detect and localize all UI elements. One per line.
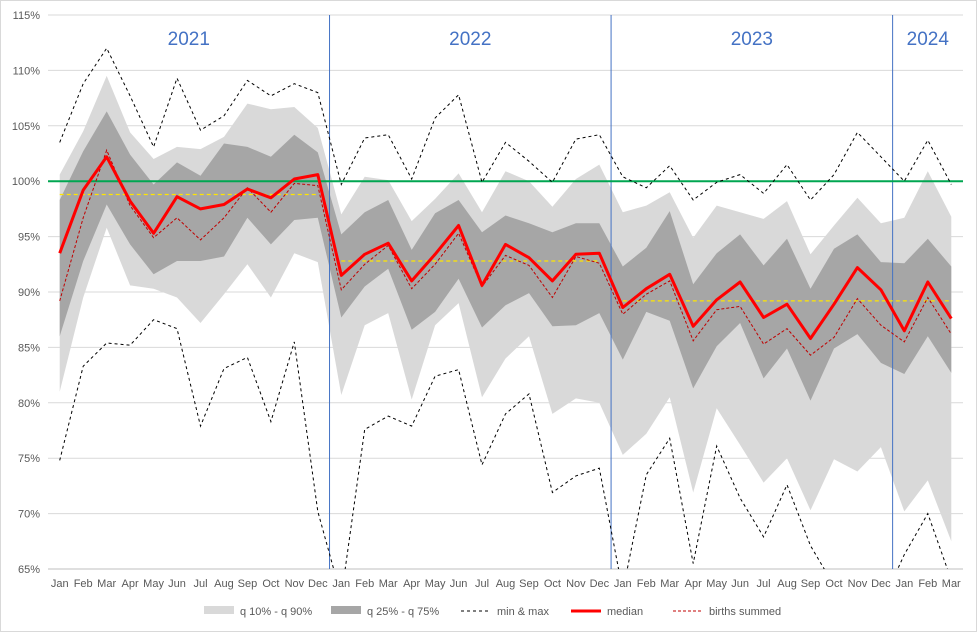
y-tick-label: 70% — [18, 509, 40, 521]
year-label: 2023 — [731, 29, 773, 50]
x-tick-label: Oct — [825, 578, 842, 590]
x-tick-label: Oct — [544, 578, 561, 590]
x-tick-label: Jul — [475, 578, 489, 590]
x-tick-label: Jan — [51, 578, 69, 590]
x-tick-label: Feb — [918, 578, 937, 590]
x-tick-label: Dec — [590, 578, 610, 590]
year-label: 2022 — [449, 29, 491, 50]
series-lines — [58, 47, 953, 569]
x-tick-label: Apr — [403, 578, 420, 590]
x-tick-label: Mar — [660, 578, 679, 590]
legend-label: median — [607, 606, 643, 618]
yearly-average-lines — [59, 193, 952, 302]
x-tick-label: Aug — [214, 578, 234, 590]
y-axis-ticks: 65% 70% 75% 80% 85% 90% 95% 100% 105% 110% 115% — [12, 10, 40, 576]
x-tick-label: Nov — [566, 578, 586, 590]
x-tick-label: Jun — [168, 578, 186, 590]
y-tick-label: 110% — [13, 65, 41, 77]
legend: q 10% - q 90% q 25% - q 75% min & max media… — [204, 606, 781, 618]
births-summed-line — [59, 148, 952, 356]
x-tick-label: Apr — [122, 578, 139, 590]
x-tick-label: Jun — [731, 578, 749, 590]
x-tick-label: Jan — [895, 578, 913, 590]
max-line — [59, 47, 952, 201]
year-label: 2021 — [168, 29, 210, 50]
x-tick-label: May — [706, 578, 727, 590]
min-line — [59, 319, 948, 569]
y-tick-label: 75% — [18, 453, 40, 465]
y-tick-label: 100% — [12, 176, 40, 188]
x-tick-label: Dec — [308, 578, 328, 590]
x-tick-label: Sep — [519, 578, 539, 590]
x-tick-label: Feb — [355, 578, 374, 590]
y-tick-label: 65% — [18, 564, 40, 576]
y-tick-label: 80% — [18, 398, 40, 410]
legend-label: births summed — [709, 606, 781, 618]
y-tick-label: 105% — [12, 121, 40, 133]
year-dividers: 2021 2022 2023 2024 — [168, 15, 950, 569]
x-tick-label: Mar — [942, 578, 961, 590]
x-tick-label: Jan — [614, 578, 632, 590]
x-tick-label: May — [425, 578, 446, 590]
x-tick-label: Feb — [637, 578, 656, 590]
x-tick-label: Nov — [285, 578, 305, 590]
legend-label: q 25% - q 75% — [367, 606, 439, 618]
x-tick-label: Oct — [262, 578, 279, 590]
x-tick-label: Sep — [238, 578, 258, 590]
y-tick-label: 85% — [18, 342, 40, 354]
x-tick-label: Sep — [801, 578, 821, 590]
y-tick-label: 115% — [13, 10, 41, 22]
y-tick-label: 90% — [18, 287, 40, 299]
legend-label: q 10% - q 90% — [240, 606, 312, 618]
x-tick-label: Jul — [193, 578, 207, 590]
x-tick-label: May — [143, 578, 164, 590]
year-label: 2024 — [907, 29, 950, 50]
x-tick-label: Jun — [450, 578, 468, 590]
x-axis-ticks: Jan Feb Mar Apr May Jun Jul Aug Sep Oct Nov Dec Jan F… — [51, 578, 961, 590]
x-tick-label: Aug — [777, 578, 797, 590]
x-tick-label: Apr — [685, 578, 702, 590]
legend-key — [331, 606, 361, 614]
x-tick-label: Dec — [871, 578, 891, 590]
y-tick-label: 95% — [18, 232, 40, 244]
legend-label: min & max — [497, 606, 549, 618]
quantile-bands — [59, 75, 952, 542]
x-tick-label: Mar — [379, 578, 398, 590]
x-tick-label: Feb — [74, 578, 93, 590]
x-tick-label: Mar — [97, 578, 116, 590]
legend-key — [204, 606, 234, 614]
x-tick-label: Jan — [332, 578, 350, 590]
median-line — [58, 155, 953, 340]
x-tick-label: Jul — [757, 578, 771, 590]
x-tick-label: Nov — [848, 578, 868, 590]
x-tick-label: Aug — [496, 578, 516, 590]
